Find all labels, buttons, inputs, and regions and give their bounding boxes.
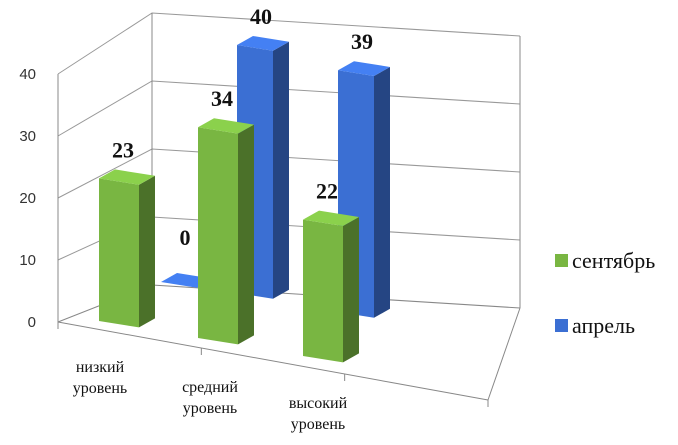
- bar-sentyabr-0-side: [139, 175, 155, 328]
- bar-sentyabr-1-top: [198, 118, 254, 134]
- bar-sentyabr-0-label: 23: [112, 137, 134, 162]
- bar-sentyabr-1-front: [198, 127, 238, 345]
- bar-aprel-1-top: [237, 36, 289, 51]
- bar-sentyabr-2-label: 22: [316, 179, 338, 204]
- x-axis-line: [57, 321, 489, 401]
- data-labels: 0 40 39 23 34 22: [112, 4, 373, 250]
- bar-sentyabr-2-top: [303, 210, 359, 226]
- legend-item: сентябрь: [555, 248, 655, 273]
- bar-sentyabr-2-front: [303, 219, 343, 363]
- bar-sentyabr-2: [303, 210, 359, 363]
- category-label: высокий уровень: [289, 395, 348, 433]
- y-tick-label: 40: [19, 66, 36, 83]
- bar-aprel-2-label: 39: [351, 29, 373, 54]
- legend-swatch: [555, 254, 568, 267]
- floor-right-edge: [487, 307, 521, 401]
- bar-sentyabr-1-label: 34: [211, 86, 233, 111]
- category-labels: низкий уровень средний уровень высокий уровен…: [73, 359, 348, 433]
- legend: сентябрь апрель: [555, 248, 655, 338]
- bar-aprel-2-top: [338, 61, 390, 76]
- y-tick-label: 20: [19, 190, 36, 207]
- y-tick-label: 30: [19, 128, 36, 145]
- bar-sentyabr-0: [99, 169, 155, 328]
- bars: [99, 36, 390, 363]
- bar-sentyabr-0-top: [99, 169, 155, 185]
- legend-item: апрель: [555, 313, 635, 338]
- legend-label: апрель: [572, 313, 635, 338]
- bar-sentyabr-2-side: [343, 217, 359, 363]
- bar-aprel-1-side: [273, 41, 289, 299]
- category-label: низкий уровень: [73, 359, 127, 397]
- legend-swatch: [555, 319, 568, 332]
- y-tick-labels: 0 10 20 30 40: [19, 66, 36, 331]
- bar-aprel-1-label: 40: [250, 4, 272, 29]
- bar-sentyabr-0-front: [99, 178, 139, 328]
- y-tick-label: 0: [28, 314, 36, 331]
- y-tick-label: 10: [19, 252, 36, 269]
- bar-sentyabr-1: [198, 118, 254, 345]
- category-label: средний уровень: [182, 379, 238, 417]
- bar-aprel-2-side: [374, 66, 390, 318]
- bar-aprel-0-label: 0: [180, 225, 191, 250]
- legend-label: сентябрь: [572, 248, 655, 273]
- bar-sentyabr-1-side: [238, 124, 254, 345]
